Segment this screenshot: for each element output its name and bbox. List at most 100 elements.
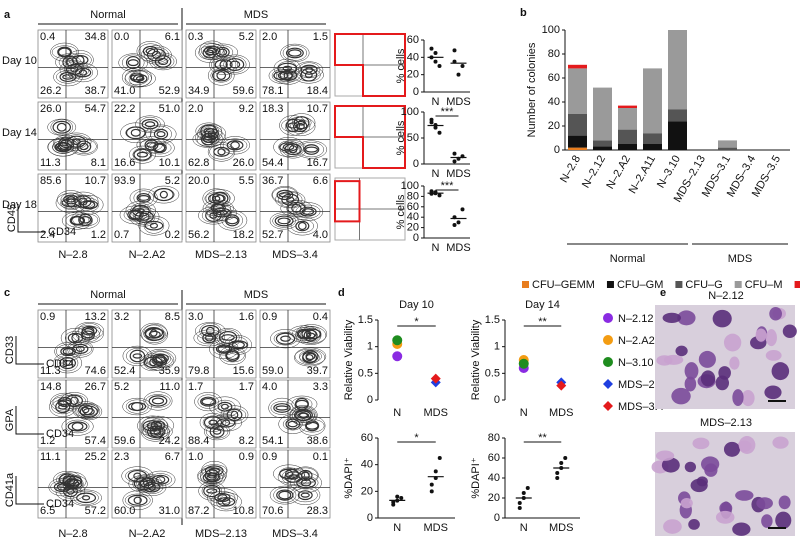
- x-tick-label: N: [393, 407, 401, 419]
- contour: [135, 115, 165, 133]
- contour: [219, 54, 250, 75]
- bar-segment: [618, 105, 637, 108]
- axis-label: CD45: [6, 204, 18, 232]
- y-tick-label: 0: [413, 86, 419, 98]
- contour: [152, 142, 167, 154]
- data-point: [521, 496, 526, 500]
- quadrant-value: 10.7: [307, 103, 328, 115]
- contour: [212, 69, 231, 82]
- contour: [223, 56, 247, 73]
- row-label: Day 10: [2, 55, 37, 67]
- quadrant-value: 10.1: [159, 157, 180, 169]
- contour: [53, 352, 83, 374]
- quadrant-value: 1.2: [40, 435, 55, 447]
- contour: [216, 414, 237, 431]
- quadrant-value: 60.0: [114, 505, 135, 517]
- contour: [82, 407, 95, 416]
- quadrant-value: 28.3: [307, 505, 328, 517]
- contour: [294, 348, 326, 367]
- contour: [136, 193, 151, 203]
- contour: [282, 143, 295, 151]
- column-label: N–2.8: [58, 249, 87, 261]
- column-label: MDS–3.4: [272, 249, 318, 261]
- y-tick-label: 0: [494, 512, 500, 524]
- contour: [202, 188, 230, 209]
- group-label: Normal: [610, 253, 645, 265]
- cell: [723, 333, 742, 352]
- legend-marker: [603, 313, 613, 323]
- x-tick-label: MDS: [424, 522, 448, 534]
- contour: [210, 68, 232, 83]
- contour: [295, 122, 305, 130]
- contour: [216, 71, 227, 80]
- contour: [226, 216, 239, 225]
- legend-label: CFU–GEMM: [532, 279, 595, 291]
- quadrant-value: 41.0: [114, 85, 135, 97]
- contour: [278, 191, 303, 208]
- x-tick-label: MDS: [549, 407, 573, 419]
- legend-swatch: [675, 281, 683, 288]
- quadrant-value: 6.5: [40, 505, 55, 517]
- contour: [209, 212, 218, 219]
- quadrant-value: 10.8: [233, 505, 254, 517]
- axis-label: CD34: [46, 358, 74, 370]
- bar-segment: [593, 146, 612, 150]
- quadrant-value: 11.3: [40, 157, 61, 169]
- quadrant-value: 54.7: [85, 103, 106, 115]
- contour: [273, 136, 304, 157]
- y-tick-label: 40: [361, 459, 373, 471]
- cell: [698, 350, 716, 368]
- cell: [671, 387, 691, 405]
- contour: [136, 41, 165, 62]
- contour: [143, 217, 165, 234]
- contour: [153, 188, 175, 201]
- contour: [149, 329, 158, 337]
- axis-label: CD34: [48, 226, 76, 238]
- contour: [224, 214, 240, 227]
- quadrant-value: 26.0: [233, 157, 254, 169]
- quadrant-value: 79.8: [188, 365, 209, 377]
- quadrant-value: 25.2: [85, 451, 106, 463]
- contours: [273, 113, 328, 159]
- data-point: [430, 373, 441, 384]
- data-point: [460, 154, 465, 159]
- quadrant-value: 8.2: [239, 435, 254, 447]
- bar-segment: [568, 135, 587, 148]
- contour: [133, 472, 142, 480]
- cell: [715, 375, 730, 391]
- data-point: [437, 64, 442, 68]
- y-axis-label: Relative Viability: [343, 319, 355, 400]
- quadrant-value: 0.2: [165, 229, 180, 241]
- image-title: MDS–2.13: [700, 417, 752, 429]
- x-tick-label: MDS: [446, 242, 470, 254]
- cell: [755, 328, 767, 342]
- data-point: [433, 469, 438, 474]
- data-point: [452, 215, 457, 220]
- legend-marker: [603, 401, 613, 411]
- contour: [292, 488, 318, 503]
- contour: [127, 59, 139, 67]
- contour: [59, 357, 76, 370]
- contour: [137, 415, 168, 437]
- quadrant-value: 52.9: [159, 85, 180, 97]
- contour: [78, 323, 101, 339]
- bar-segment: [618, 108, 637, 130]
- quadrant-value: 85.6: [40, 175, 61, 187]
- contour: [67, 63, 98, 83]
- quadrant-value: 4.0: [313, 229, 328, 241]
- contour: [138, 43, 163, 59]
- quadrant-value: 87.2: [188, 505, 209, 517]
- contour: [225, 58, 245, 71]
- bar-segment: [718, 147, 737, 150]
- contour: [128, 401, 147, 412]
- contour: [209, 339, 239, 359]
- contour: [217, 493, 228, 501]
- contour: [194, 392, 223, 412]
- contour: [216, 418, 236, 428]
- y-tick-label: 0: [554, 144, 560, 156]
- contour: [214, 399, 236, 414]
- quadrant-value: 5.2: [239, 31, 254, 43]
- significance: *: [414, 432, 419, 444]
- contour: [297, 221, 307, 231]
- contour: [217, 148, 226, 156]
